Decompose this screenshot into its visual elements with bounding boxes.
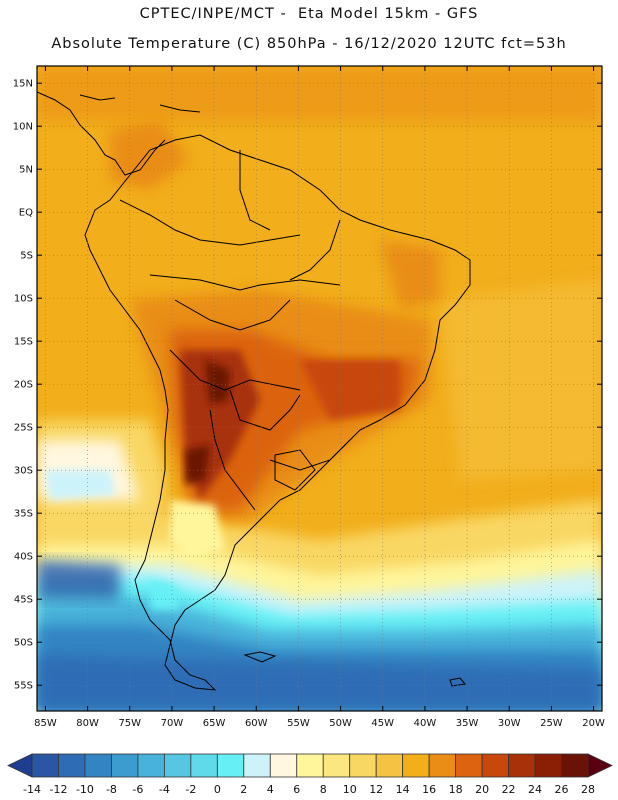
colorbar-swatch (428, 753, 457, 778)
colorbar-label: 16 (422, 783, 436, 796)
lat-tick-label: 35S (14, 509, 33, 520)
lat-tick-label: 50S (14, 638, 33, 649)
lat-tick-label: 10N (13, 122, 33, 133)
colorbar-swatch (296, 753, 324, 778)
map-title-line-2: Absolute Temperature (C) 850hPa - 16/12/… (51, 36, 567, 52)
colorbar-swatch (84, 753, 112, 778)
lat-tick-label: 15N (13, 79, 33, 90)
colorbar-label: 10 (343, 783, 357, 796)
colorbar-label: -12 (49, 783, 67, 796)
lon-tick-label: 85W (34, 718, 57, 729)
lon-tick-label: 75W (118, 718, 141, 729)
colorbar-low-arrow (7, 753, 33, 778)
colorbar-label: 18 (449, 783, 463, 796)
colorbar-swatch (534, 753, 562, 778)
colorbar-label: -2 (185, 783, 196, 796)
latitude-axis: 15N 10N 5N EQ 5S 10S 15S 20S 25S 30S 35S 40S 45S 50S 5… (13, 79, 602, 692)
lon-tick-label: 25W (540, 718, 563, 729)
colorbar-swatch (455, 753, 483, 778)
colorbar-swatch (561, 753, 589, 778)
lat-tick-label: 15S (14, 337, 33, 348)
lat-tick-label: 10S (14, 294, 33, 305)
colorbar-label: 20 (475, 783, 489, 796)
lat-tick-label: 5N (19, 165, 33, 176)
colorbar-swatch (163, 753, 192, 778)
colorbar-label: 12 (369, 783, 383, 796)
lon-tick-label: 45W (371, 718, 394, 729)
map-frame (36, 65, 603, 712)
south-america-coast (84, 134, 471, 691)
colorbar-swatch (322, 753, 351, 778)
colorbar-label: -6 (132, 783, 143, 796)
colorbar-label: -4 (159, 783, 170, 796)
colorbar-swatch (402, 753, 430, 778)
lon-tick-label: 60W (245, 718, 268, 729)
colorbar-swatch (31, 753, 59, 778)
colorbar-label: 28 (581, 783, 595, 796)
colorbar-swatch (349, 753, 377, 778)
colorbar-swatch (216, 753, 245, 778)
lat-tick-label: 40S (14, 552, 33, 563)
colorbar-swatch (58, 753, 86, 778)
lon-tick-label: 50W (329, 718, 352, 729)
colorbar-swatch (508, 753, 536, 778)
coastlines (37, 91, 471, 691)
map-title-line-1: CPTEC/INPE/MCT - Eta Model 15km - GFS (139, 6, 479, 22)
colorbar-swatch (190, 753, 218, 778)
lon-tick-label: 80W (76, 718, 99, 729)
lat-tick-label: EQ (19, 208, 33, 219)
colorbar-label: 24 (528, 783, 542, 796)
lon-tick-label: 40W (414, 718, 437, 729)
colorbar-label: -14 (23, 783, 41, 796)
colorbar-label: 2 (240, 783, 247, 796)
colorbar-swatch (111, 753, 139, 778)
lat-tick-label: 55S (14, 681, 33, 692)
lon-tick-label: 30W (498, 718, 521, 729)
longitude-axis: 85W 80W 75W 70W 65W 60W 55W 50W 45W 40W 35W 30W 25W 2… (34, 66, 605, 729)
colorbar-label: -8 (106, 783, 117, 796)
temperature-field (37, 66, 602, 711)
colorbar-label: 22 (502, 783, 516, 796)
colorbar-label: 26 (555, 783, 569, 796)
colorbar: -14 -12 -10 -8 -6 -4 -2 0 2 4 6 8 10 12 14 16 18 20 22 24 26… (7, 753, 613, 796)
lon-tick-label: 20W (582, 718, 605, 729)
lat-tick-label: 20S (14, 380, 33, 391)
colorbar-swatch (481, 753, 509, 778)
colorbar-swatch (375, 753, 404, 778)
lon-tick-label: 70W (161, 718, 184, 729)
lat-tick-label: 45S (14, 595, 33, 606)
colorbar-label: 14 (396, 783, 410, 796)
colorbar-label: 6 (293, 783, 300, 796)
colorbar-label: -10 (76, 783, 94, 796)
lat-tick-label: 5S (20, 251, 33, 262)
colorbar-swatch (137, 753, 165, 778)
lat-tick-label: 25S (14, 423, 33, 434)
colorbar-label: 8 (320, 783, 327, 796)
colorbar-label: 0 (214, 783, 221, 796)
lat-tick-label: 30S (14, 466, 33, 477)
colorbar-high-arrow (587, 753, 613, 778)
colorbar-swatch (243, 753, 271, 778)
colorbar-label: 4 (267, 783, 274, 796)
colorbar-swatch (269, 753, 298, 778)
lon-tick-label: 55W (287, 718, 310, 729)
lon-tick-label: 65W (203, 718, 226, 729)
lon-tick-label: 35W (456, 718, 479, 729)
